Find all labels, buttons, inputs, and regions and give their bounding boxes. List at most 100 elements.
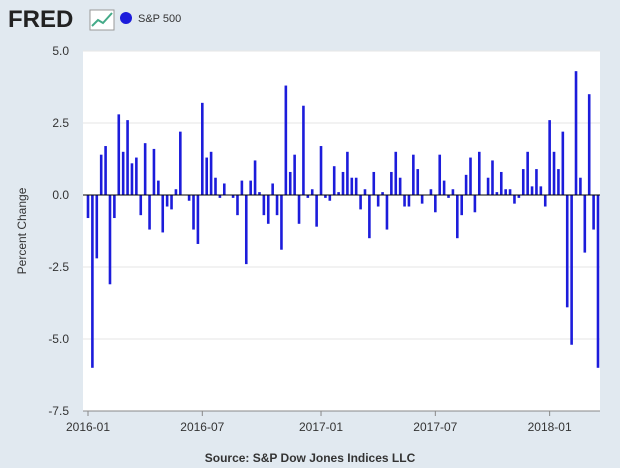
bar <box>104 146 107 195</box>
x-tick-label: 2016-01 <box>66 420 110 434</box>
bar <box>214 177 217 195</box>
bar <box>222 183 226 195</box>
y-axis-label: Percent Change <box>15 187 29 274</box>
bar <box>372 171 376 195</box>
bar <box>596 195 600 368</box>
bar <box>451 189 455 195</box>
bar <box>412 154 415 195</box>
bar <box>253 160 257 195</box>
bar <box>354 177 358 195</box>
bar <box>113 195 116 219</box>
bar <box>583 195 587 253</box>
bar <box>508 189 512 195</box>
bar <box>302 105 305 195</box>
bar <box>324 195 327 198</box>
bar <box>236 195 239 216</box>
bar <box>170 195 173 210</box>
bar <box>319 146 323 195</box>
bar <box>266 195 270 224</box>
bar <box>486 177 490 195</box>
logo: FRED <box>8 6 73 33</box>
y-tick-label: 0.0 <box>52 188 69 202</box>
bar <box>157 180 160 195</box>
bar <box>385 195 389 230</box>
bar <box>135 157 138 195</box>
bar <box>557 169 560 195</box>
bar <box>328 195 332 201</box>
bar <box>271 183 274 195</box>
bar <box>86 195 90 219</box>
legend-swatch <box>120 12 132 24</box>
bar <box>543 195 547 207</box>
bar <box>130 163 134 195</box>
bar <box>117 114 121 195</box>
bar <box>201 102 204 195</box>
y-tick-label: 2.5 <box>52 116 69 130</box>
bar <box>293 154 296 195</box>
bar <box>359 195 362 210</box>
bar <box>403 195 406 207</box>
bar <box>337 192 340 195</box>
plot-area <box>83 51 600 411</box>
bar <box>526 151 529 195</box>
bar <box>91 195 94 368</box>
bar <box>539 186 543 195</box>
bar <box>574 71 578 195</box>
bar <box>469 157 472 195</box>
bar <box>288 171 292 195</box>
bar <box>126 120 129 195</box>
bar <box>240 180 244 195</box>
bar <box>332 166 336 195</box>
bar <box>473 195 477 213</box>
bar <box>521 169 525 195</box>
bar <box>280 195 283 250</box>
bar <box>179 131 182 195</box>
bar <box>434 195 437 213</box>
bar <box>262 195 266 216</box>
y-tick-label: -2.5 <box>48 260 69 274</box>
bar <box>548 120 551 195</box>
bar <box>187 195 191 201</box>
bar <box>368 195 371 239</box>
bar <box>398 177 402 195</box>
bar <box>477 151 481 195</box>
y-tick-label: -5.0 <box>48 332 69 346</box>
x-tick-label: 2018-01 <box>528 420 572 434</box>
bar <box>491 160 494 195</box>
bar <box>390 171 393 195</box>
bar <box>499 171 503 195</box>
bar <box>306 195 310 198</box>
bar <box>196 195 200 244</box>
bar <box>530 186 534 195</box>
x-tick-label: 2017-01 <box>299 420 343 434</box>
bar <box>513 195 516 204</box>
bar <box>570 195 573 345</box>
bar <box>209 151 213 195</box>
bar <box>504 189 507 195</box>
bar <box>495 192 499 195</box>
bar <box>407 195 411 207</box>
bar <box>592 195 595 230</box>
bar <box>381 192 384 195</box>
bar <box>350 177 354 195</box>
bar <box>447 195 450 198</box>
bar <box>284 85 288 195</box>
bar <box>456 195 459 239</box>
bar <box>579 177 582 195</box>
bar <box>420 195 424 204</box>
bar <box>565 195 569 308</box>
bar <box>561 131 565 195</box>
bar <box>297 195 301 224</box>
bar <box>143 143 147 195</box>
bar <box>464 174 468 195</box>
bar <box>205 157 209 195</box>
bar <box>376 195 380 207</box>
bar <box>108 195 112 285</box>
bar <box>148 195 151 230</box>
y-tick-label: 5.0 <box>52 44 69 58</box>
logo-icon <box>89 9 115 31</box>
bar <box>310 189 314 195</box>
bar <box>535 169 538 195</box>
bar <box>258 192 261 195</box>
